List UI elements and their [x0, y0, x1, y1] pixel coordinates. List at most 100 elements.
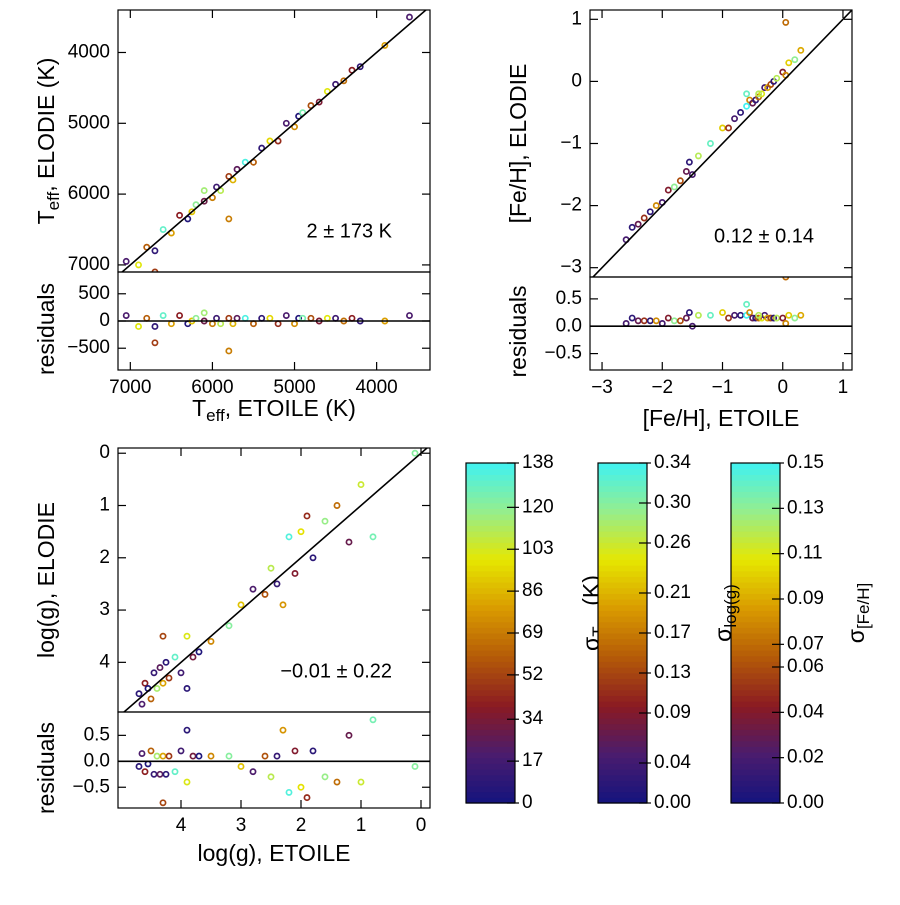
colorbar-step [731, 633, 780, 640]
point [309, 554, 317, 562]
residual-point [731, 311, 739, 319]
colorbar-step [731, 491, 780, 498]
colorbar-step [731, 621, 780, 628]
colorbar-step [598, 701, 647, 708]
residual-tick-label: 500 [78, 283, 110, 304]
residual-point [153, 752, 161, 760]
colorbar-step [731, 525, 780, 532]
residual-point [159, 752, 167, 760]
colorbar-step [466, 740, 515, 747]
colorbar-tick-label: 0.04 [787, 701, 824, 722]
point [676, 177, 684, 185]
colorbar-tick-label: 0.11 [787, 543, 823, 564]
residual-point [258, 314, 266, 322]
colorbar-step [466, 559, 515, 566]
y-tick-label: 0 [99, 442, 110, 463]
y-tick-label: 4 [99, 651, 110, 672]
point [183, 632, 191, 640]
residual-point [141, 768, 149, 776]
residual-tick-label: 0.5 [556, 288, 582, 309]
point [688, 171, 696, 178]
colorbar-step [598, 525, 647, 532]
colorbar-step [731, 599, 780, 606]
colorbar-step [466, 672, 515, 679]
x-axis-label: log(g), ETOILE [198, 840, 351, 866]
colorbar-tick-label: 0.34 [654, 452, 691, 473]
colorbar-step [598, 582, 647, 589]
residual-point [348, 314, 356, 322]
colorbar-tick-label: 103 [522, 538, 554, 559]
colorbar-tick-label: 0.09 [787, 588, 824, 609]
colorbar-step [598, 508, 647, 515]
residual-point [782, 320, 790, 327]
point [135, 261, 142, 269]
main-points [591, 10, 852, 277]
residual-point [162, 770, 170, 778]
residual-point [192, 314, 200, 322]
residual-point [770, 314, 778, 322]
colorbar-step [731, 474, 780, 481]
colorbar-step [731, 763, 780, 770]
y-axis-label: Teff, ELODIE (K) [33, 58, 63, 225]
y-axis-label-part: , ELODIE (K) [33, 58, 59, 192]
point [406, 13, 413, 21]
colorbar-step [466, 797, 515, 804]
colorbar-step [466, 786, 515, 793]
point [176, 211, 184, 219]
annotation: 0.12 ± 0.14 [714, 225, 814, 247]
point [743, 90, 751, 98]
colorbar-step [731, 610, 780, 617]
point [135, 690, 143, 698]
colorbar-step [598, 718, 647, 725]
point [147, 695, 155, 703]
residual-point [135, 322, 142, 330]
residual-point [261, 752, 269, 760]
colorbar-step [598, 463, 647, 470]
colorbar-step [731, 485, 780, 492]
point [150, 669, 158, 677]
colorbar-tick-label: 0.04 [654, 752, 691, 773]
x-axis-label-part: , ETOILE (K) [225, 395, 356, 421]
colorbar-step [731, 548, 780, 555]
point [225, 215, 233, 223]
residual-point [634, 317, 642, 325]
one-to-one-line [120, 10, 428, 272]
colorbar-step [731, 797, 780, 804]
point [797, 46, 805, 54]
x-tick-label: 0 [777, 377, 788, 398]
residual-point [309, 747, 317, 755]
colorbar-step [598, 746, 647, 753]
x-axis-label: Teff, ETOILE (K) [192, 395, 356, 425]
colorbar-step [598, 757, 647, 764]
colorbar-step [598, 559, 647, 566]
residual-point [208, 320, 216, 328]
colorbar-step [731, 729, 780, 736]
residual-point [323, 314, 331, 322]
colorbar-step [466, 548, 515, 555]
point [303, 512, 311, 520]
point [782, 18, 790, 26]
residual-tick-label: −500 [67, 337, 110, 358]
residual-point [165, 752, 173, 760]
colorbar-step [598, 706, 647, 713]
residual-label: residuals [33, 283, 59, 375]
one-to-one-line [122, 448, 429, 712]
colorbar-step [731, 706, 780, 713]
residual-tick-label: 0.0 [556, 315, 582, 336]
point [731, 115, 739, 123]
colorbar-step [731, 712, 780, 719]
residual-point [791, 314, 799, 322]
residual-point [147, 747, 155, 755]
colorbar-step [731, 786, 780, 793]
colorbar-step [466, 712, 515, 719]
residual-frame [117, 711, 431, 809]
residual-point [755, 314, 763, 322]
colorbar-step [731, 514, 780, 521]
colorbar-step [731, 604, 780, 611]
residual-point [779, 314, 787, 322]
colorbar-tick-label: 138 [522, 452, 554, 473]
colorbar-step [598, 650, 647, 657]
colorbar-step [731, 627, 780, 634]
colorbar-step [466, 689, 515, 696]
point [785, 59, 793, 67]
